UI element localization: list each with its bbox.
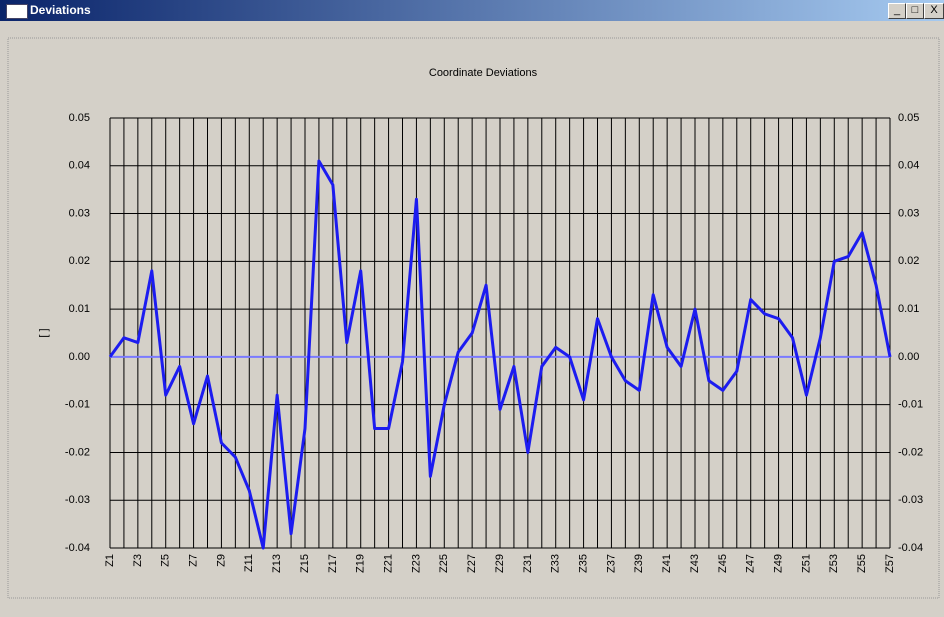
close-button[interactable]: X [924,3,944,19]
x-tick-label: Z27 [466,554,478,573]
x-tick-label: Z47 [745,554,757,573]
x-tick-label: Z9 [215,554,227,567]
y2-tick-label: -0.02 [898,446,923,458]
x-tick-label: Z35 [577,554,589,573]
window-title: Deviations [30,3,91,17]
x-tick-label: Z7 [187,554,199,567]
y-tick-label: 0.05 [69,112,90,124]
y2-tick-label: 0.05 [898,112,919,124]
x-tick-label: Z57 [884,554,896,573]
y2-tick-label: -0.03 [898,494,923,506]
minimize-button[interactable]: _ [888,3,906,19]
title-bar: Deviations _ □ X [0,0,944,21]
y-tick-label: -0.03 [65,494,90,506]
app-icon [6,4,28,19]
y2-tick-label: 0.04 [898,160,919,172]
x-tick-label: Z49 [772,554,784,573]
x-tick-label: Z3 [132,554,144,567]
y-tick-label: -0.02 [65,446,90,458]
x-tick-label: Z1 [104,554,116,567]
y2-tick-label: 0.00 [898,351,919,363]
y2-tick-label: 0.02 [898,255,919,267]
x-tick-label: Z23 [410,554,422,573]
x-tick-label: Z39 [633,554,645,573]
x-tick-label: Z55 [856,554,868,573]
x-tick-label: Z43 [689,554,701,573]
y-tick-label: -0.01 [65,399,90,411]
y-tick-label: 0.02 [69,255,90,267]
x-tick-label: Z21 [382,554,394,573]
y-tick-label: 0.03 [69,207,90,219]
y2-tick-label: 0.01 [898,303,919,315]
chart-frame [7,37,940,599]
x-tick-label: Z33 [550,554,562,573]
y-tick-label: -0.04 [65,542,90,554]
x-tick-label: Z31 [522,554,534,573]
y-tick-label: 0.04 [69,160,90,172]
x-tick-label: Z51 [800,554,812,573]
y2-tick-label: -0.01 [898,399,923,411]
data-line [108,159,892,550]
y-tick-label: 0.01 [69,303,90,315]
chart-title: Coordinate Deviations [429,67,538,79]
x-tick-label: Z5 [160,554,172,567]
y-axis-label: [ ] [38,328,50,337]
x-tick-label: Z17 [327,554,339,573]
x-tick-label: Z53 [828,554,840,573]
y2-tick-label: -0.04 [898,542,923,554]
x-tick-label: Z41 [661,554,673,573]
x-tick-label: Z29 [494,554,506,573]
x-tick-label: Z19 [355,554,367,573]
y-tick-label: 0.00 [69,351,90,363]
maximize-button[interactable]: □ [906,3,924,19]
x-tick-label: Z15 [299,554,311,573]
x-tick-label: Z11 [243,554,255,572]
x-tick-label: Z13 [271,554,283,573]
x-tick-label: Z37 [605,554,617,573]
x-tick-label: Z45 [717,554,729,573]
x-tick-label: Z25 [438,554,450,573]
y2-tick-label: 0.03 [898,207,919,219]
